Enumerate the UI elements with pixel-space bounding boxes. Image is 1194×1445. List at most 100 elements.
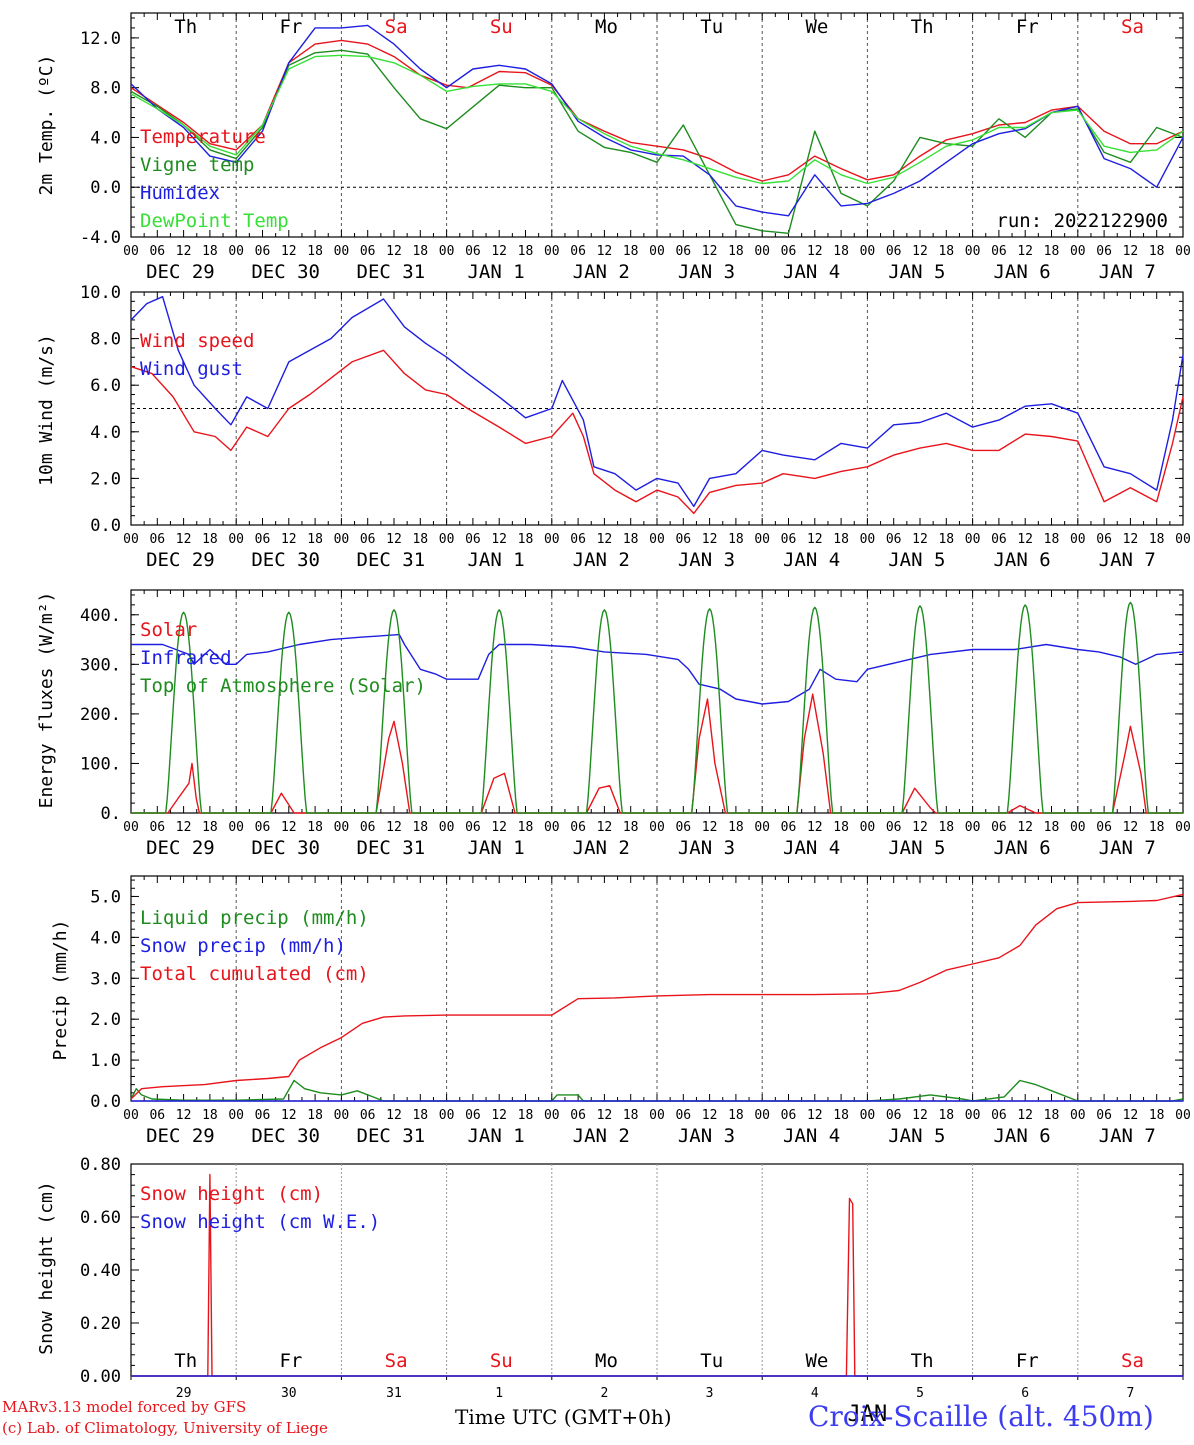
legend-label: Top of Atmosphere (Solar)	[140, 675, 426, 697]
hour-label: 18	[412, 820, 428, 835]
date-label: DEC 31	[357, 261, 426, 283]
hour-label: 18	[728, 1108, 744, 1123]
hour-label: 00	[439, 532, 455, 547]
hour-label: 00	[1175, 244, 1191, 259]
day-number: 2	[600, 1386, 608, 1401]
date-label: JAN 5	[888, 837, 945, 859]
hour-label: 18	[1044, 1108, 1060, 1123]
series-line	[130, 54, 1184, 185]
hour-label: 18	[1044, 244, 1060, 259]
hour-label: 12	[1017, 820, 1033, 835]
hour-label: 00	[334, 1108, 350, 1123]
date-label: JAN 3	[678, 837, 735, 859]
weekday-label: Fr	[279, 1350, 302, 1372]
hour-label: 00	[649, 820, 665, 835]
hour-label: 12	[912, 820, 928, 835]
date-label: JAN 5	[888, 261, 945, 283]
hour-label: 00	[1175, 1108, 1191, 1123]
date-label: JAN 6	[993, 837, 1050, 859]
series-line	[130, 893, 1184, 1100]
date-label: DEC 30	[251, 261, 320, 283]
date-label: JAN 7	[1099, 549, 1156, 571]
hour-label: 00	[649, 244, 665, 259]
date-label: DEC 30	[251, 1125, 320, 1147]
hour-label: 12	[702, 1108, 718, 1123]
series-line	[130, 349, 1184, 515]
hour-label: 18	[307, 532, 323, 547]
hour-label: 06	[991, 244, 1007, 259]
hour-label: 06	[1096, 244, 1112, 259]
hour-label: 18	[518, 1108, 534, 1123]
hour-label: 06	[675, 1108, 691, 1123]
hour-label: 12	[386, 820, 402, 835]
legend-label: Infrared	[140, 647, 232, 669]
y-tick-label: 8.0	[90, 330, 121, 350]
model-credit: MARv3.13 model forced by GFS	[2, 1398, 247, 1416]
hour-label: 18	[623, 820, 639, 835]
hour-label: 18	[833, 1108, 849, 1123]
hour-label: 12	[1017, 244, 1033, 259]
y-tick-label: 2.0	[90, 1010, 121, 1030]
y-tick-label: 4.0	[90, 423, 121, 443]
hour-label: 12	[491, 820, 507, 835]
date-label: DEC 29	[146, 837, 215, 859]
hour-label: 00	[544, 244, 560, 259]
day-number: 4	[811, 1386, 819, 1401]
y-tick-label: 3.0	[90, 969, 121, 989]
hour-label: 12	[491, 1108, 507, 1123]
hour-label: 00	[123, 820, 139, 835]
hour-label: 18	[202, 820, 218, 835]
day-number: 30	[281, 1386, 297, 1401]
legend-label: Vigne temp	[140, 154, 254, 176]
y-tick-label: 8.0	[90, 79, 121, 99]
hour-label: 06	[991, 820, 1007, 835]
hour-label: 18	[938, 1108, 954, 1123]
hour-label: 18	[202, 532, 218, 547]
hour-label: 18	[938, 244, 954, 259]
legend-label: Wind speed	[140, 330, 254, 352]
hour-label: 12	[702, 244, 718, 259]
hour-label: 18	[623, 244, 639, 259]
hour-label: 12	[491, 244, 507, 259]
hour-label: 12	[597, 1108, 613, 1123]
hour-label: 12	[176, 532, 192, 547]
legend-label: Solar	[140, 619, 197, 641]
y-tick-label: 0.0	[90, 516, 121, 536]
y-axis-label: 10m Wind (m/s)	[36, 334, 57, 486]
hour-label: 06	[781, 532, 797, 547]
hour-label: 12	[597, 820, 613, 835]
hour-label: 18	[1149, 244, 1165, 259]
date-label: JAN 7	[1099, 261, 1156, 283]
hour-label: 06	[781, 244, 797, 259]
hour-label: 00	[860, 532, 876, 547]
series-line	[130, 296, 1184, 508]
hour-label: 06	[360, 1108, 376, 1123]
date-label: DEC 29	[146, 261, 215, 283]
date-label: DEC 30	[251, 549, 320, 571]
hour-label: 00	[754, 820, 770, 835]
hour-label: 00	[1070, 244, 1086, 259]
hour-label: 18	[518, 532, 534, 547]
day-number: 6	[1021, 1386, 1029, 1401]
date-label: DEC 31	[357, 1125, 426, 1147]
y-tick-label: 400.	[80, 606, 121, 626]
hour-label: 00	[860, 820, 876, 835]
hour-label: 12	[912, 244, 928, 259]
date-label: JAN 3	[678, 261, 735, 283]
legend-label: Liquid precip (mm/h)	[140, 907, 369, 929]
y-tick-label: 5.0	[90, 887, 121, 907]
hour-label: 06	[360, 820, 376, 835]
hour-label: 18	[1149, 532, 1165, 547]
weekday-label: Su	[490, 16, 513, 38]
station-name: Croix-Scaille (alt. 450m)	[808, 1400, 1154, 1433]
weekday-label: We	[805, 16, 828, 38]
weekday-label: Sa	[385, 1350, 408, 1372]
hour-label: 18	[623, 1108, 639, 1123]
hour-label: 00	[1070, 532, 1086, 547]
hour-label: 00	[1175, 532, 1191, 547]
y-tick-label: 4.0	[90, 928, 121, 948]
date-label: JAN 4	[783, 837, 840, 859]
date-label: JAN 1	[467, 261, 524, 283]
hour-label: 12	[386, 532, 402, 547]
hour-label: 18	[307, 244, 323, 259]
